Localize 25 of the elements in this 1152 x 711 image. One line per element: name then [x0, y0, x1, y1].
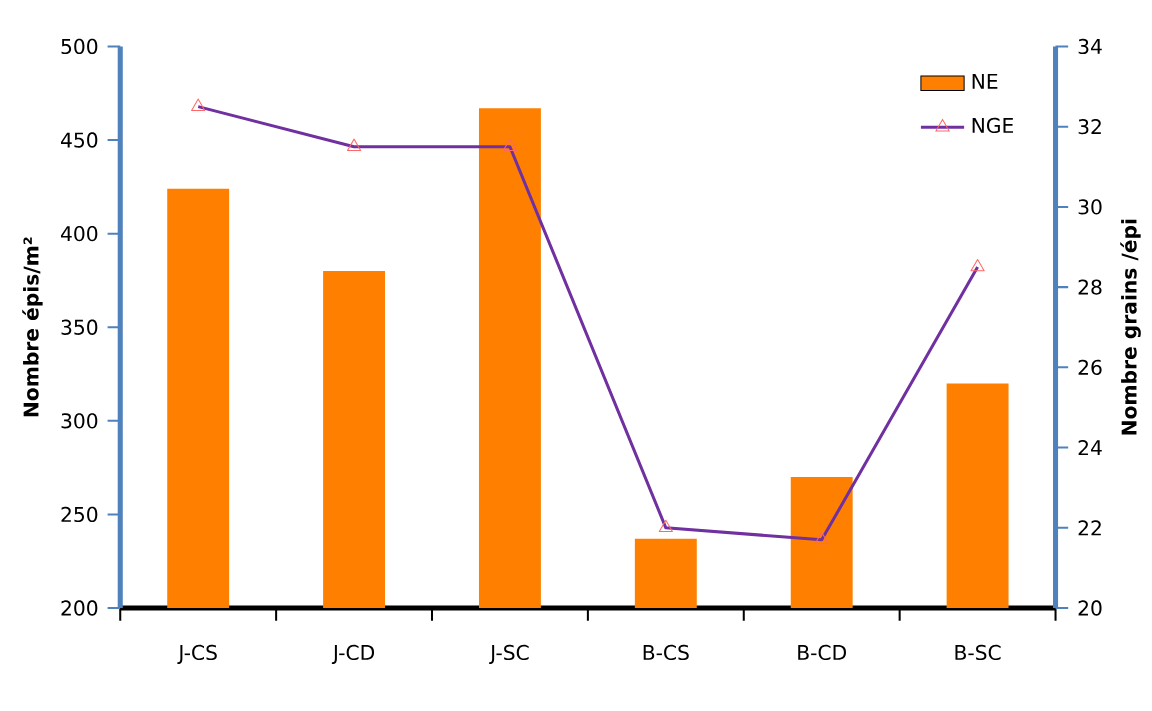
x-tick-label: B-CS [643, 644, 689, 661]
y-tick-label: 200 [61, 600, 98, 616]
legend-label: NE [972, 73, 998, 89]
legend-label: NGE [972, 117, 1014, 134]
y-tick-label: 300 [61, 413, 98, 429]
y-tick-label: 500 [61, 38, 98, 55]
y2-tick-label: 26 [1078, 359, 1102, 375]
y-tick-label: 250 [61, 506, 98, 523]
x-tick-label: B-SC [955, 644, 1001, 661]
y-tick-label: 350 [61, 319, 98, 335]
y-tick-label: 450 [61, 132, 98, 148]
y-tick-label: 400 [61, 225, 98, 242]
y-axis-title: Nombre épis/m² [22, 237, 43, 417]
x-tick-label: J-CS [177, 644, 217, 664]
y2-tick-label: 34 [1078, 38, 1102, 55]
y2-tick-label: 20 [1078, 600, 1102, 616]
y2-tick-label: 28 [1078, 279, 1102, 295]
y2-tick-label: 24 [1078, 440, 1102, 456]
x-tick-label: B-CD [798, 644, 846, 661]
y2-tick-label: 32 [1078, 118, 1101, 135]
y2-tick-label: 22 [1078, 520, 1101, 536]
y2-tick-label: 30 [1078, 199, 1102, 215]
x-tick-label: J-SC [489, 644, 529, 664]
y2-axis-title: Nombre grains /épi [1120, 219, 1141, 435]
x-tick-label: J-CD [331, 644, 375, 664]
